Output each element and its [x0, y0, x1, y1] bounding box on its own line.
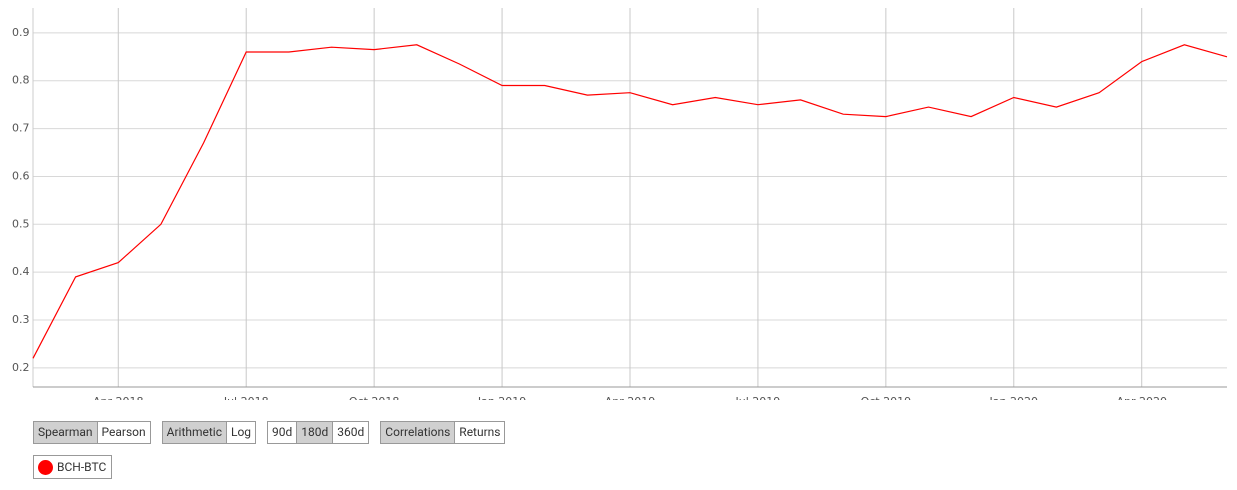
toggle-button[interactable]: Correlations — [381, 422, 455, 443]
controls: Spearman Pearson Arithmetic Log 90d 180d 360d C… — [33, 421, 506, 444]
x-tick-label: Oct 2019 — [861, 395, 912, 400]
y-tick-label: 0.4 — [12, 265, 30, 278]
toggle-button[interactable]: 90d — [268, 422, 297, 443]
y-tick-label: 0.7 — [12, 122, 30, 135]
button-group: Spearman Pearson — [33, 421, 151, 444]
toggle-button[interactable]: Spearman — [34, 422, 97, 443]
x-tick-label: Apr 2019 — [605, 395, 656, 400]
toggle-button[interactable]: 360d — [332, 422, 369, 443]
y-tick-label: 0.9 — [12, 26, 30, 39]
x-tick-label: Jan 2020 — [989, 395, 1038, 400]
toggle-button[interactable]: 180d — [296, 422, 333, 443]
series-line — [32, 44, 1228, 359]
x-tick-label: Jul 2018 — [223, 395, 269, 400]
y-tick-label: 0.5 — [12, 217, 30, 230]
y-tick-label: 0.6 — [12, 169, 30, 182]
button-group: Arithmetic Log — [161, 421, 257, 444]
legend-label: BCH-BTC — [57, 460, 107, 474]
legend-swatch — [38, 459, 53, 475]
x-tick-label: Apr 2020 — [1116, 395, 1167, 400]
y-tick-label: 0.8 — [12, 74, 30, 87]
x-tick-label: Oct 2018 — [349, 395, 400, 400]
button-group: Correlations Returns — [380, 421, 506, 444]
toggle-button[interactable]: Arithmetic — [162, 422, 226, 443]
y-tick-label: 0.2 — [12, 361, 30, 374]
toggle-button[interactable]: Pearson — [96, 422, 150, 443]
legend[interactable]: BCH-BTC — [33, 455, 113, 479]
x-tick-label: Apr 2018 — [93, 395, 144, 400]
button-group: 90d 180d 360d — [267, 421, 370, 444]
x-tick-label: Jan 2019 — [477, 395, 526, 400]
toggle-button[interactable]: Returns — [454, 422, 505, 443]
chart: 0.2 0.3 0.4 0.5 0.6 0.7 0.8 0.9 Apr 2018 Jul 2018… — [12, 8, 1228, 400]
y-tick-label: 0.3 — [12, 313, 30, 326]
x-tick-label: Jul 2019 — [735, 395, 781, 400]
toggle-button[interactable]: Log — [225, 422, 256, 443]
